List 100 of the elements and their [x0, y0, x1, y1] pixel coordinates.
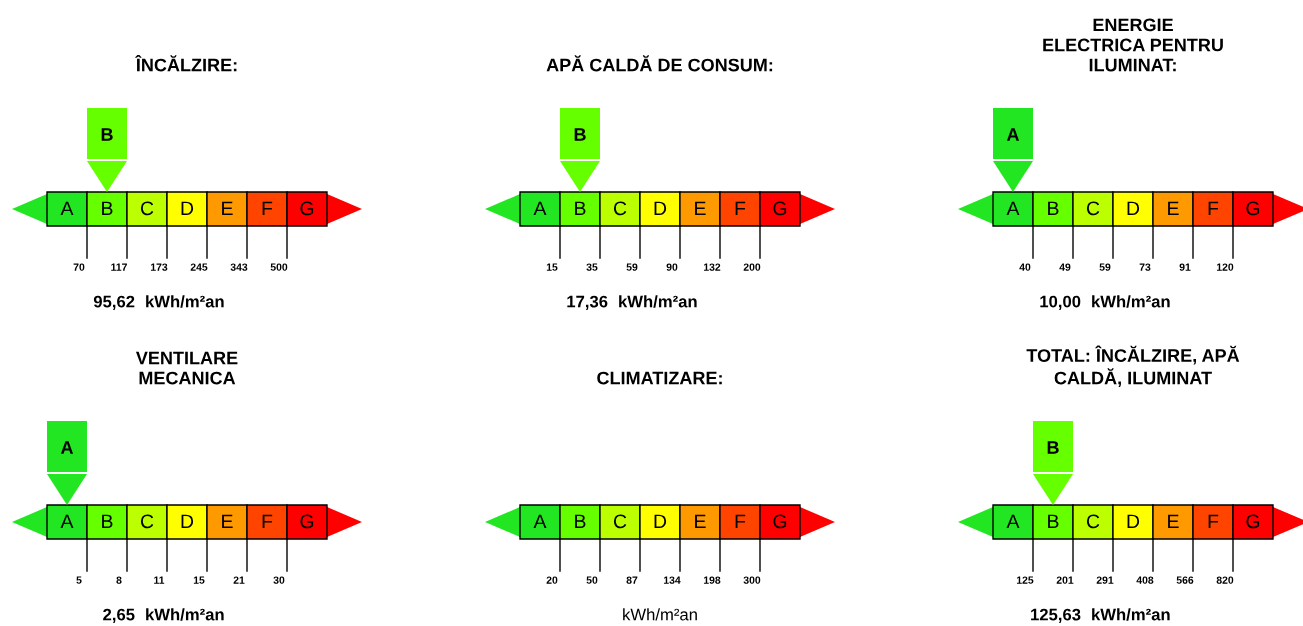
category-label: B — [102, 201, 113, 216]
data-label: 5 — [76, 576, 82, 584]
category-label: B — [1048, 514, 1059, 529]
category-label: D — [654, 514, 667, 529]
text: A — [60, 441, 74, 454]
data-label: 200 — [743, 263, 761, 271]
category-label: B — [575, 201, 586, 216]
category-label: F — [735, 201, 746, 216]
data-label: 91 — [1179, 263, 1191, 271]
category-label: G — [300, 514, 314, 529]
category-label: G — [773, 514, 787, 529]
category-label: D — [654, 201, 667, 216]
text: 125,63 — [1031, 608, 1081, 623]
data-label: 117 — [111, 263, 127, 271]
data-label: 820 — [1216, 576, 1234, 584]
text: B — [1047, 441, 1059, 454]
text: ÎNCĂLZIRE: — [135, 55, 237, 72]
text: kWh/m²an — [1092, 608, 1170, 621]
category-label: E — [1168, 514, 1179, 529]
category-label: C — [1086, 514, 1100, 529]
category-label: A — [60, 514, 74, 529]
data-label: 59 — [626, 263, 638, 271]
category-label: A — [533, 201, 547, 216]
category-label: B — [575, 514, 586, 529]
data-label: 73 — [1139, 263, 1151, 271]
data-label: 30 — [273, 576, 285, 584]
category-label: E — [695, 201, 706, 216]
data-label: 59 — [1099, 263, 1111, 271]
text: VENTILARE MECANICA — [135, 351, 238, 385]
data-label: 49 — [1059, 263, 1071, 271]
data-label: 408 — [1136, 576, 1154, 584]
data-label: 245 — [190, 263, 208, 271]
text: 95,62 — [93, 295, 135, 310]
category-label: B — [1048, 201, 1059, 216]
data-label: 90 — [666, 263, 678, 271]
category-label: F — [262, 514, 273, 529]
category-label: G — [1246, 201, 1260, 216]
category-label: D — [181, 201, 194, 216]
data-label: 40 — [1019, 263, 1031, 271]
text: 10,00 — [1040, 295, 1081, 310]
category-label: D — [1127, 514, 1140, 529]
data-label: 120 — [1216, 263, 1234, 271]
data-label: 132 — [703, 263, 721, 271]
category-label: C — [613, 201, 627, 216]
category-label: F — [735, 514, 746, 529]
category-label: G — [300, 201, 314, 216]
category-label: A — [60, 201, 74, 216]
text: ENERGIE ELECTRICA PENTRU ILUMINAT: — [1043, 18, 1223, 72]
category-label: F — [1208, 201, 1219, 216]
category-label: C — [1086, 201, 1100, 216]
category-label: E — [222, 514, 233, 529]
category-label: C — [140, 201, 154, 216]
data-label: 20 — [546, 576, 558, 584]
category-label: B — [102, 514, 113, 529]
data-label: 15 — [193, 576, 205, 584]
data-label: 198 — [703, 576, 721, 584]
text: kWh/m²an — [619, 295, 697, 308]
data-label: 173 — [150, 263, 168, 271]
category-label: A — [1006, 514, 1020, 529]
category-label: G — [773, 201, 787, 216]
data-label: 87 — [626, 576, 638, 584]
category-label: F — [1208, 514, 1219, 529]
data-label: 134 — [663, 576, 681, 584]
text: kWh/m²an — [1092, 295, 1170, 308]
text: CLIMATIZARE: — [597, 371, 722, 385]
text: A — [1006, 128, 1020, 141]
data-label: 21 — [233, 576, 245, 584]
text: APĂ CALDĂ DE CONSUM: — [546, 55, 773, 72]
text: B — [101, 128, 113, 141]
data-label: 125 — [1016, 576, 1034, 584]
category-label: F — [262, 201, 273, 216]
data-label: 343 — [230, 263, 248, 271]
category-label: G — [1246, 514, 1260, 529]
data-label: 291 — [1096, 576, 1114, 584]
data-label: 566 — [1176, 576, 1194, 584]
data-label: 500 — [270, 263, 288, 271]
category-label: A — [533, 514, 547, 529]
category-label: E — [695, 514, 706, 529]
data-label: 35 — [586, 263, 598, 271]
text: 17,36 — [567, 295, 608, 310]
text: kWh/m²an — [146, 295, 224, 308]
data-label: 50 — [586, 576, 598, 584]
category-label: C — [613, 514, 627, 529]
text: kWh/m²an — [623, 608, 697, 621]
data-label: 11 — [154, 576, 165, 584]
category-label: D — [181, 514, 194, 529]
text: B — [574, 128, 586, 141]
category-label: A — [1006, 201, 1020, 216]
data-label: 70 — [73, 263, 85, 271]
data-label: 201 — [1056, 576, 1074, 584]
data-label: 8 — [116, 576, 122, 584]
data-label: 15 — [546, 263, 558, 271]
text: kWh/m²an — [146, 608, 224, 621]
category-label: E — [222, 201, 233, 216]
category-label: D — [1127, 201, 1140, 216]
category-label: C — [140, 514, 154, 529]
text: TOTAL: ÎNCĂLZIRE, APĂ CALDĂ, ILUMINAT — [1026, 345, 1240, 388]
category-label: E — [1168, 201, 1179, 216]
text: 2,65 — [103, 608, 135, 623]
data-label: 300 — [743, 576, 761, 584]
